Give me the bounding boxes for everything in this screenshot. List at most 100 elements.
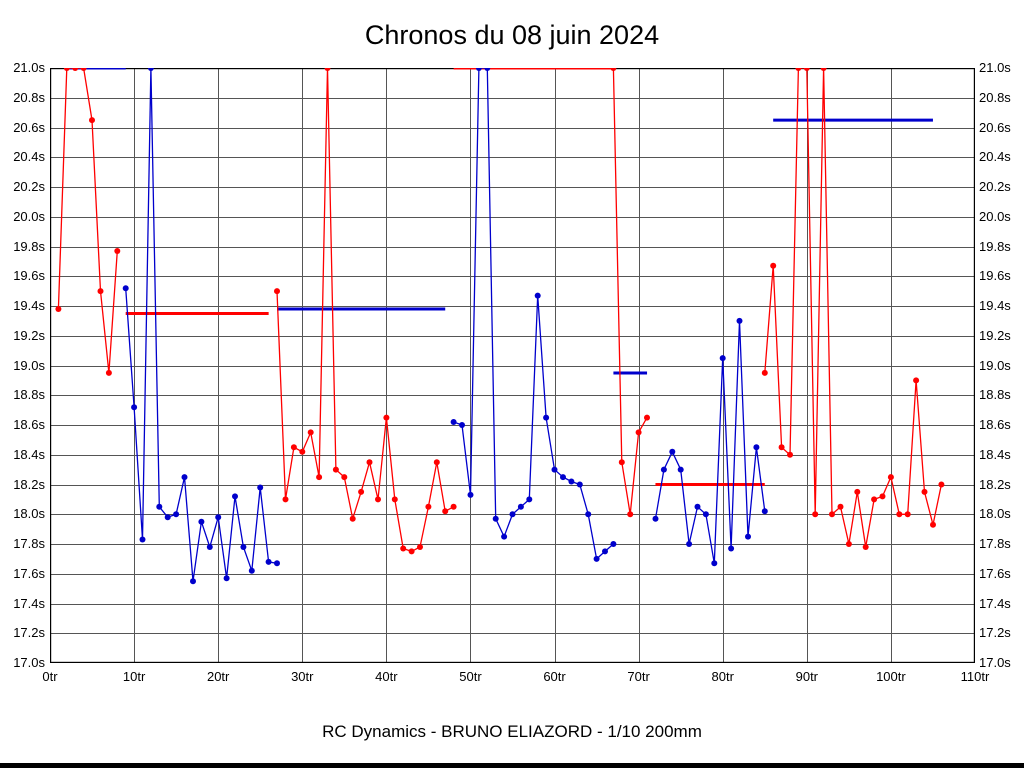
y-tick-label-left: 19.6s — [13, 268, 45, 284]
driver-blue-point — [728, 545, 735, 552]
driver-red-point — [610, 68, 617, 71]
driver-blue-point — [240, 544, 247, 550]
driver-red-line — [764, 68, 943, 548]
x-tick-label: 80tr — [711, 669, 734, 684]
x-tick-label: 0tr — [42, 669, 58, 684]
driver-blue-point — [190, 578, 196, 585]
driver-red-point — [787, 451, 793, 458]
driver-blue-point — [501, 533, 508, 540]
driver-blue-point — [576, 481, 583, 488]
driver-blue-point — [551, 466, 558, 473]
driver-blue-point — [526, 496, 533, 503]
x-tick-label: 100tr — [876, 669, 906, 684]
driver-red-line — [57, 68, 118, 373]
driver-red-line — [612, 68, 648, 515]
driver-red-point — [274, 288, 280, 295]
y-tick-label-right: 18.2s — [979, 476, 1011, 492]
y-tick-label-right: 19.4s — [979, 298, 1011, 313]
driver-red-point — [366, 459, 373, 466]
driver-red-point — [358, 488, 365, 495]
y-tick-label-right: 17.2s — [979, 625, 1011, 641]
x-tick-label: 50tr — [459, 669, 482, 684]
driver-red-point — [896, 511, 903, 518]
driver-blue-line — [453, 68, 614, 561]
driver-blue-point — [736, 317, 743, 324]
driver-blue-point — [215, 514, 222, 521]
driver-blue-point — [745, 533, 751, 540]
driver-red-point — [871, 496, 878, 503]
driver-red-point — [627, 511, 634, 518]
driver-red-point — [105, 369, 112, 376]
driver-red-point — [391, 496, 398, 503]
driver-blue-point — [257, 484, 264, 491]
driver-red-point — [80, 68, 87, 71]
driver-blue-point — [198, 518, 205, 525]
driver-red-point — [770, 262, 777, 269]
driver-blue-point — [173, 511, 180, 518]
driver-blue-point — [602, 548, 608, 555]
driver-blue-point — [509, 511, 516, 518]
driver-blue-point — [206, 544, 213, 550]
driver-blue-point — [660, 466, 667, 473]
y-tick-label-left: 17.4s — [13, 595, 45, 611]
driver-red-point — [375, 496, 381, 503]
driver-blue-point — [459, 422, 465, 428]
driver-red-point — [425, 503, 432, 510]
y-tick-label-right: 20.4s — [979, 149, 1011, 165]
y-tick-label-right: 19.2s — [979, 327, 1011, 343]
driver-blue-point — [156, 503, 163, 510]
driver-red-point — [820, 68, 827, 71]
y-tick-label-left: 19.0s — [13, 357, 45, 373]
y-tick-label-left: 20.4s — [13, 149, 45, 165]
chart-plot — [50, 68, 975, 663]
driver-blue-point — [517, 503, 524, 510]
driver-blue-point — [248, 567, 255, 574]
driver-red-point — [307, 429, 314, 436]
chart-title: Chronos du 08 juin 2024 — [364, 20, 660, 50]
driver-red-point — [829, 511, 835, 518]
y-tick-label-left: 18.6s — [13, 417, 45, 432]
y-tick-label-left: 18.2s — [13, 476, 45, 492]
y-tick-label-left: 18.8s — [13, 387, 45, 403]
driver-red-point — [845, 541, 852, 547]
driver-blue-point — [610, 541, 617, 547]
driver-blue-point — [467, 491, 474, 498]
driver-red-point — [938, 481, 945, 488]
x-tick-label: 20tr — [206, 669, 230, 684]
y-tick-label-left: 17.0s — [13, 655, 45, 670]
y-tick-label-left: 20.0s — [13, 208, 45, 224]
driver-red-point — [324, 68, 331, 71]
bottom-border — [0, 763, 1024, 768]
driver-red-point — [803, 68, 810, 71]
plot-area — [50, 68, 975, 663]
y-tick-label-left: 17.2s — [13, 625, 45, 641]
driver-red-point — [72, 68, 79, 71]
x-tick-label: 90tr — [795, 669, 819, 684]
driver-blue-point — [702, 511, 709, 518]
driver-blue-point — [568, 478, 575, 485]
driver-red-point — [862, 544, 869, 550]
driver-blue-line — [125, 68, 278, 582]
driver-red-point — [904, 511, 911, 518]
driver-blue-point — [560, 474, 566, 481]
y-tick-label-left: 19.4s — [13, 298, 45, 313]
driver-red-point — [930, 521, 936, 528]
driver-red-point — [282, 496, 289, 503]
driver-red-point — [332, 466, 339, 473]
y-tick-label-left: 18.0s — [13, 506, 45, 522]
driver-red-point — [417, 544, 423, 550]
driver-blue-point — [543, 414, 550, 421]
driver-red-point — [921, 488, 928, 495]
driver-red-point — [778, 444, 785, 451]
y-tick-label-right: 17.8s — [979, 536, 1011, 551]
driver-blue-point — [147, 68, 154, 71]
y-tick-label-left: 21.0s — [13, 60, 45, 75]
driver-red-point — [349, 515, 356, 522]
driver-blue-point — [181, 474, 188, 481]
x-tick-label: 30tr — [291, 669, 314, 684]
driver-blue-point — [131, 404, 138, 411]
y-tick-label-right: 19.6s — [979, 268, 1011, 284]
driver-blue-point — [475, 68, 482, 71]
driver-blue-point — [164, 514, 171, 521]
y-tick-label-left: 20.8s — [13, 89, 45, 105]
